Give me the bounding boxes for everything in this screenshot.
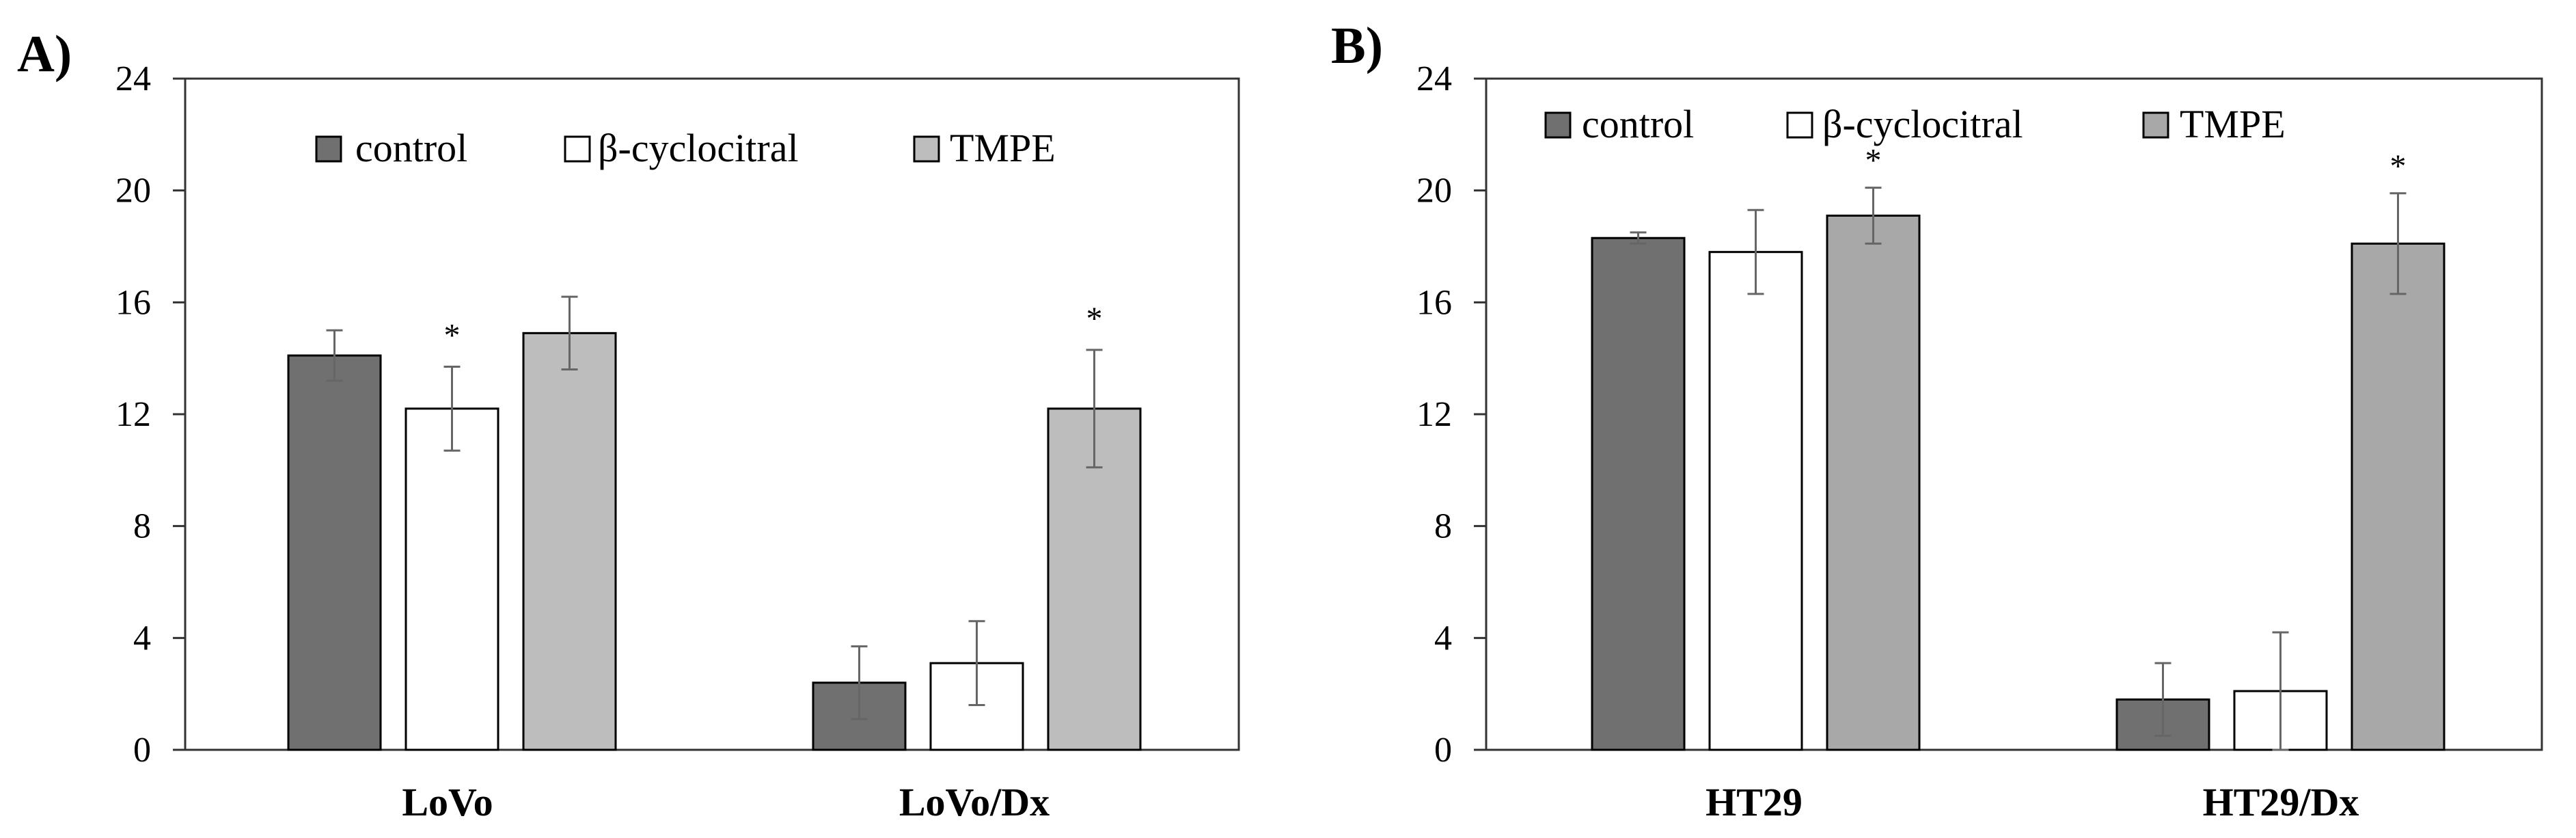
significance-star: * [444,317,461,353]
bar-HT29-TMPE [1826,214,1921,751]
legend-label: TMPE [2180,102,2286,146]
legend-swatch [1786,111,1813,139]
y-tick-label: 24 [1416,59,1452,98]
legend-swatch [913,135,940,163]
legend-swatch [564,135,591,163]
legend-label: control [1582,102,1694,146]
y-tick-label: 8 [1434,507,1452,546]
legend-label: β-cyclocitral [1822,102,2023,146]
bar-LoVo-control [287,354,382,751]
y-tick-label: 12 [1416,395,1452,434]
legend-swatch [1544,111,1572,139]
y-tick-label: 0 [133,731,151,770]
bar-LoVo/Dx-β-cyclocitral [929,662,1024,751]
significance-star: * [2390,148,2407,185]
y-tick-label: 4 [133,619,151,658]
bar-LoVo-TMPE [522,332,617,751]
category-label: LoVo [402,780,493,824]
legend-label: TMPE [950,126,1056,170]
y-tick-label: 20 [1416,172,1452,211]
y-tick-label: 16 [115,283,151,322]
category-label: LoVo/Dx [899,780,1050,824]
category-label: HT29/Dx [2203,780,2359,824]
legend-swatch [315,135,342,163]
y-tick-label: 12 [115,395,151,434]
chart-panel-1: A) 0 4 8 12 16 20 24 * LoVo * LoVo/Dx control β-cyclo… [17,25,1240,824]
legend-label: control [355,126,467,170]
y-tick-label: 16 [1416,283,1452,322]
bar-LoVo-β-cyclocitral [405,407,499,751]
chart-panel-2: B) 0 4 8 12 16 20 24 * HT29 * HT29/Dx control β-cyclo… [1331,17,2543,824]
category-label: HT29 [1705,780,1803,824]
bar-HT29-control [1591,236,1686,751]
panel-label: B) [1331,17,1383,75]
y-tick-label: 8 [133,507,151,546]
legend-swatch [2142,111,2169,139]
y-tick-label: 24 [115,59,151,98]
y-tick-label: 4 [1434,619,1452,658]
y-tick-label: 0 [1434,731,1452,770]
significance-star: * [1086,301,1103,337]
bar-HT29/Dx-TMPE [2351,242,2445,751]
legend-label: β-cyclocitral [598,126,799,170]
y-tick-label: 20 [115,172,151,211]
significance-star: * [1865,143,1882,179]
bar-HT29-β-cyclocitral [1708,251,1803,751]
panel-label: A) [17,25,72,83]
